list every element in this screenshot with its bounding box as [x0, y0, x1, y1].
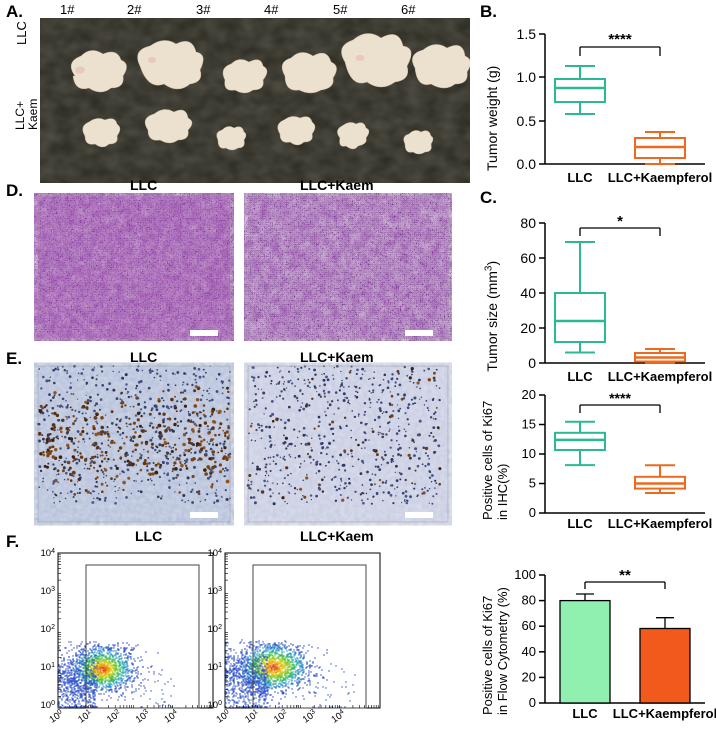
- svg-text:103: 103: [41, 586, 56, 598]
- svg-text:102: 102: [105, 708, 124, 726]
- svg-text:15: 15: [522, 417, 536, 432]
- svg-text:****: ****: [609, 390, 631, 406]
- svg-text:101: 101: [76, 708, 95, 726]
- svg-text:102: 102: [41, 624, 56, 636]
- svg-text:5: 5: [529, 476, 536, 491]
- svg-text:LLC+Kaempferol: LLC+Kaempferol: [608, 516, 712, 531]
- svg-text:103: 103: [133, 708, 152, 726]
- svg-text:104: 104: [162, 708, 181, 726]
- svg-text:104: 104: [41, 548, 56, 560]
- svg-text:10: 10: [522, 446, 536, 461]
- svg-text:100: 100: [41, 700, 56, 712]
- svg-text:0: 0: [529, 505, 536, 520]
- svg-text:LLC: LLC: [567, 516, 593, 531]
- svg-text:20: 20: [522, 387, 536, 402]
- svg-text:101: 101: [41, 662, 56, 674]
